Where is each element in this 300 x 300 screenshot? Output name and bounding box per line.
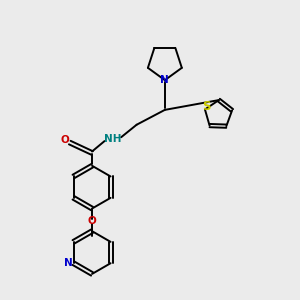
- Text: N: N: [64, 258, 73, 268]
- Text: N: N: [160, 75, 169, 85]
- Text: S: S: [202, 100, 211, 113]
- Text: O: O: [88, 216, 96, 226]
- Text: NH: NH: [104, 134, 122, 144]
- Text: O: O: [61, 135, 70, 145]
